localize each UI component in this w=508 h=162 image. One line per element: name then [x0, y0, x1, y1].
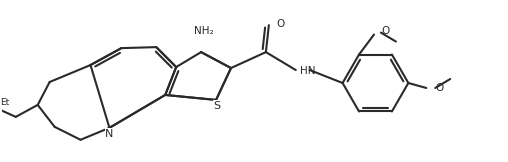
Text: HN: HN: [300, 66, 315, 76]
Text: Et: Et: [1, 98, 10, 107]
Text: S: S: [213, 101, 220, 111]
Text: O: O: [277, 19, 285, 29]
Text: N: N: [105, 129, 114, 139]
Text: NH₂: NH₂: [194, 26, 214, 36]
Text: O: O: [381, 26, 389, 36]
Text: O: O: [435, 83, 443, 93]
